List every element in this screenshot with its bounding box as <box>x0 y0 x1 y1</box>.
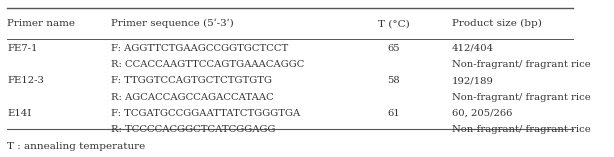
Text: 60, 205/266: 60, 205/266 <box>451 109 512 118</box>
Text: FE7-1: FE7-1 <box>7 44 37 53</box>
Text: R: AGCACCAGCCAGACCATAAC: R: AGCACCAGCCAGACCATAAC <box>111 92 274 102</box>
Text: 412/404: 412/404 <box>451 44 494 53</box>
Text: Non-fragrant/ fragrant rice: Non-fragrant/ fragrant rice <box>451 92 590 102</box>
Text: Primer name: Primer name <box>7 19 75 28</box>
Text: Non-fragrant/ fragrant rice: Non-fragrant/ fragrant rice <box>451 60 590 69</box>
Text: R: CCACCAAGTTCCAGTGAAACAGGC: R: CCACCAAGTTCCAGTGAAACAGGC <box>111 60 305 69</box>
Text: 58: 58 <box>387 76 400 85</box>
Text: FE12-3: FE12-3 <box>7 76 44 85</box>
Text: 192/189: 192/189 <box>451 76 494 85</box>
Text: T : annealing temperature: T : annealing temperature <box>7 142 146 151</box>
Text: R: TCCCCACGGCTCATCGGAGG: R: TCCCCACGGCTCATCGGAGG <box>111 125 276 134</box>
Text: 65: 65 <box>387 44 400 53</box>
Text: E14I: E14I <box>7 109 31 118</box>
Text: Primer sequence (5ʹ-3ʹ): Primer sequence (5ʹ-3ʹ) <box>111 19 234 28</box>
Text: F: TCGATGCCGGAATTATCTGGGTGA: F: TCGATGCCGGAATTATCTGGGTGA <box>111 109 300 118</box>
Text: T (°C): T (°C) <box>378 19 410 28</box>
Text: F: AGGTTCTGAAGCCGGTGCTCCT: F: AGGTTCTGAAGCCGGTGCTCCT <box>111 44 289 53</box>
Text: Product size (bp): Product size (bp) <box>451 19 542 28</box>
Text: Non-fragrant/ fragrant rice: Non-fragrant/ fragrant rice <box>451 125 590 134</box>
Text: 61: 61 <box>387 109 400 118</box>
Text: F: TTGGTCCAGTGCTCTGTGTG: F: TTGGTCCAGTGCTCTGTGTG <box>111 76 272 85</box>
